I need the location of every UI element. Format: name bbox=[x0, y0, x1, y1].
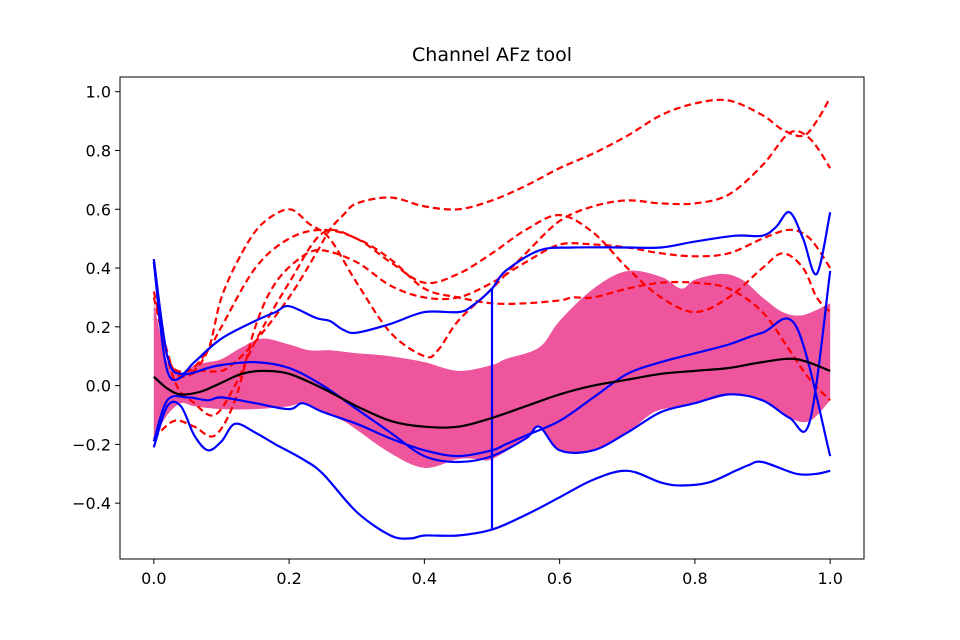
axes-frame bbox=[119, 76, 865, 560]
envelope-lower bbox=[152, 400, 831, 540]
y-tick-label: −0.4 bbox=[72, 494, 111, 513]
x-tick-label: 0.6 bbox=[547, 569, 572, 588]
outlier-curve-2 bbox=[152, 97, 832, 378]
y-tick-label: 0.6 bbox=[86, 200, 111, 219]
y-tick-label: 0.2 bbox=[86, 318, 111, 337]
y-tick-label: 1.0 bbox=[86, 83, 111, 102]
envelope-upper bbox=[152, 210, 832, 375]
x-tick-label: 0.2 bbox=[276, 569, 301, 588]
chart-title: Channel AFz tool bbox=[412, 44, 572, 66]
outlier-curve-1 bbox=[152, 129, 832, 376]
series-group bbox=[152, 97, 832, 540]
outlier-curve-4 bbox=[152, 228, 831, 417]
x-tick-label: 0.4 bbox=[412, 569, 437, 588]
median-curve bbox=[153, 357, 831, 429]
y-tick-label: 0.4 bbox=[86, 259, 111, 278]
y-tick-label: −0.2 bbox=[72, 435, 111, 454]
outlier-curve-5 bbox=[152, 213, 831, 373]
band-edge-curve-2 bbox=[152, 317, 832, 458]
x-tick-label: 0.0 bbox=[141, 569, 166, 588]
y-tick-label: 0.8 bbox=[86, 141, 111, 160]
y-axis-ticks: −0.4 −0.2 0.0 0.2 0.4 0.6 0.8 1.0 bbox=[72, 83, 120, 513]
plot-area bbox=[152, 97, 832, 540]
y-tick-label: 0.0 bbox=[86, 377, 111, 396]
x-tick-label: 0.8 bbox=[682, 569, 707, 588]
x-tick-label: 1.0 bbox=[817, 569, 842, 588]
x-axis-ticks: 0.0 0.2 0.4 0.6 0.8 1.0 bbox=[141, 559, 843, 588]
